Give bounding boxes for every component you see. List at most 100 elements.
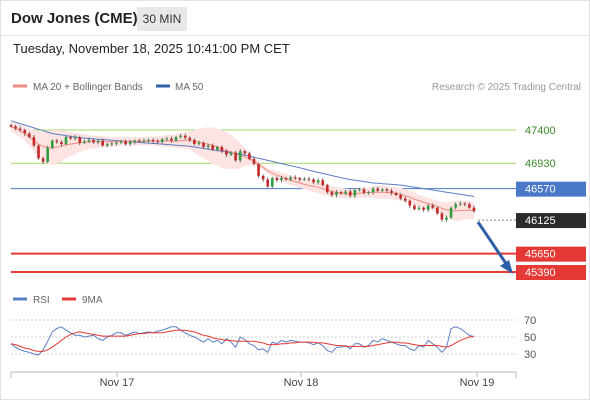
candle-up bbox=[335, 192, 338, 195]
candle-down bbox=[431, 205, 435, 208]
last-price-label-box bbox=[516, 213, 586, 229]
candle-up bbox=[50, 140, 54, 148]
ma20-legend-label: MA 20 + Bollinger Bands bbox=[33, 82, 143, 93]
support-label: 45390 bbox=[525, 267, 556, 279]
copyright-text: Research © 2025 Trading Central bbox=[432, 82, 581, 93]
candle-down bbox=[284, 178, 288, 180]
candle-down bbox=[339, 192, 343, 194]
interval-button[interactable]: 30 MIN bbox=[137, 7, 187, 31]
header-divider bbox=[0, 35, 588, 36]
candle-down bbox=[41, 158, 45, 162]
candle-down bbox=[440, 213, 444, 220]
candle-down bbox=[55, 140, 59, 143]
candle-down bbox=[32, 137, 36, 146]
candle-up bbox=[206, 145, 210, 147]
candle-down bbox=[252, 158, 256, 164]
candle-down bbox=[472, 207, 476, 212]
rsi-ma-line bbox=[10, 329, 475, 352]
candle-down bbox=[422, 207, 425, 210]
candle-down bbox=[28, 133, 31, 138]
pivot-label-box bbox=[516, 181, 586, 197]
candle-down bbox=[376, 188, 380, 191]
candle-down bbox=[69, 137, 72, 139]
candle-up bbox=[115, 142, 118, 144]
candle-up bbox=[316, 180, 320, 183]
candle-up bbox=[367, 192, 370, 194]
candle-down bbox=[170, 138, 173, 141]
rsi-level-label: 50 bbox=[524, 332, 536, 344]
rsi-level-label: 30 bbox=[524, 349, 536, 361]
candle-down bbox=[362, 189, 366, 193]
candle-up bbox=[344, 191, 347, 194]
candle-up bbox=[46, 147, 49, 162]
candle-down bbox=[243, 151, 247, 154]
candle-down bbox=[390, 190, 393, 193]
candle-down bbox=[348, 191, 352, 196]
candle-down bbox=[151, 139, 155, 142]
candle-down bbox=[413, 205, 416, 210]
candle-up bbox=[105, 144, 109, 146]
candle-up bbox=[174, 137, 178, 141]
rsi-level-label: 70 bbox=[524, 315, 536, 327]
candle-down bbox=[78, 137, 82, 143]
candle-up bbox=[142, 140, 146, 142]
candle-down bbox=[321, 180, 325, 186]
candle-up bbox=[160, 139, 164, 143]
candlesticks bbox=[9, 123, 476, 223]
bollinger-bands bbox=[11, 121, 474, 222]
candle-down bbox=[261, 175, 265, 180]
resistance-label: 46930 bbox=[525, 158, 556, 170]
candle-down bbox=[156, 141, 159, 143]
candle-up bbox=[229, 152, 233, 155]
candle-down bbox=[399, 194, 402, 199]
candle-up bbox=[445, 217, 448, 220]
x-axis-tick-label: Nov 19 bbox=[460, 377, 495, 389]
candle-down bbox=[468, 204, 471, 208]
candle-down bbox=[18, 128, 22, 130]
candle-down bbox=[293, 177, 297, 179]
candle-up bbox=[215, 146, 219, 150]
bollinger-band-fill bbox=[11, 121, 474, 222]
candle-up bbox=[353, 190, 357, 196]
ma50-line bbox=[10, 120, 475, 197]
candle-down bbox=[463, 203, 467, 205]
candle-up bbox=[289, 177, 292, 180]
forecast-arrow-head bbox=[500, 260, 513, 274]
candle-up bbox=[64, 137, 68, 145]
candle-up bbox=[454, 204, 457, 208]
candle-down bbox=[330, 192, 334, 195]
candle-down bbox=[266, 179, 270, 187]
candle-up bbox=[83, 141, 86, 143]
rsi-ma-legend-label: 9MA bbox=[82, 295, 103, 306]
candle-down bbox=[92, 139, 95, 143]
candle-down bbox=[188, 137, 192, 140]
candle-up bbox=[165, 138, 169, 140]
rsi-line bbox=[10, 326, 475, 356]
candle-up bbox=[381, 189, 384, 191]
candle-down bbox=[298, 178, 302, 180]
candle-down bbox=[275, 178, 279, 181]
support-label: 45650 bbox=[525, 249, 556, 261]
candle-up bbox=[303, 178, 306, 180]
candle-up bbox=[147, 139, 150, 141]
candle-up bbox=[119, 141, 123, 143]
x-axis-ticks: Nov 17 Nov 18 Nov 19 bbox=[100, 372, 495, 389]
candle-down bbox=[403, 198, 407, 201]
candle-down bbox=[408, 200, 412, 206]
candle-down bbox=[9, 125, 13, 127]
candle-down bbox=[138, 140, 141, 142]
instrument-title: Dow Jones (CME) bbox=[11, 10, 138, 27]
candle-down bbox=[394, 192, 398, 195]
candle-up bbox=[133, 140, 137, 143]
pivot-label: 46570 bbox=[525, 184, 556, 196]
candle-down bbox=[202, 142, 205, 147]
candle-down bbox=[326, 185, 329, 193]
candle-down bbox=[436, 207, 439, 214]
candle-up bbox=[73, 137, 77, 139]
candle-down bbox=[385, 189, 389, 191]
candle-down bbox=[234, 152, 237, 161]
candle-up bbox=[417, 207, 421, 210]
candle-down bbox=[14, 126, 17, 129]
